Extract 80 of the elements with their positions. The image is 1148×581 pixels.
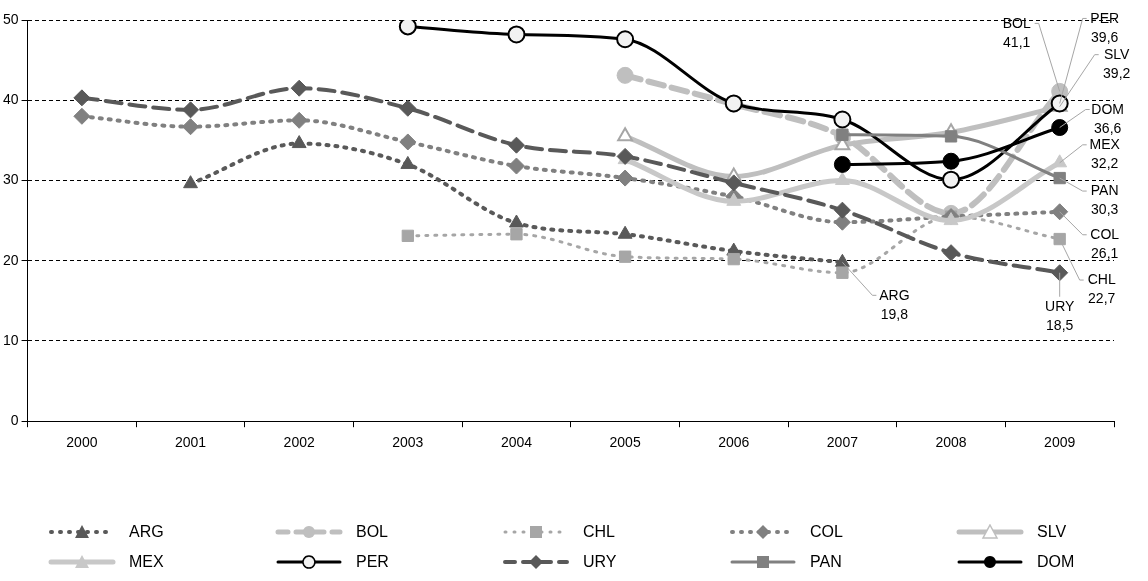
x-tick-label: 2009 xyxy=(1044,434,1076,451)
point xyxy=(73,89,91,107)
annotation: PAN 30,3 xyxy=(1090,182,1119,218)
point xyxy=(834,253,850,267)
point xyxy=(182,118,200,136)
annotation: ARG 19,8 xyxy=(879,286,910,322)
point xyxy=(727,252,740,266)
annotation: MEX 32,2 xyxy=(1089,136,1121,172)
annotation: DOM 36,6 xyxy=(1091,100,1125,136)
y-tick-label: 20 xyxy=(2,251,19,268)
x-tick-label: 2002 xyxy=(283,434,315,451)
legend-label: URY xyxy=(583,553,617,571)
point xyxy=(616,30,635,49)
point xyxy=(507,136,525,154)
point xyxy=(725,174,743,192)
x-tick-label: 2008 xyxy=(935,434,967,451)
annotation: SLV 39,2 xyxy=(1103,46,1131,82)
x-tick-label: 2001 xyxy=(174,434,207,451)
point xyxy=(401,229,414,242)
point xyxy=(616,147,634,165)
point xyxy=(400,155,416,169)
point xyxy=(399,133,417,151)
y-tick-label: 0 xyxy=(10,412,19,429)
point xyxy=(1053,171,1066,185)
legend-label: MEX xyxy=(129,553,164,571)
point xyxy=(617,127,634,142)
point xyxy=(942,170,961,189)
point xyxy=(509,214,524,228)
point xyxy=(1052,154,1068,168)
legend-label: DOM xyxy=(1037,553,1075,571)
point xyxy=(616,66,634,84)
point xyxy=(290,111,308,129)
x-tick-label: 2007 xyxy=(826,434,859,451)
x-tick-label: 2000 xyxy=(66,434,98,451)
point xyxy=(833,110,852,129)
x-tick-label: 2005 xyxy=(609,434,641,451)
point xyxy=(616,169,634,187)
annotation: URY 18,5 xyxy=(1045,298,1075,334)
point xyxy=(942,152,960,170)
point xyxy=(726,192,742,206)
point xyxy=(399,99,417,117)
point xyxy=(833,155,851,173)
point xyxy=(182,101,200,119)
point xyxy=(1051,119,1069,137)
legend-label: ARG xyxy=(129,523,164,541)
x-tick-label: 2004 xyxy=(500,434,533,451)
point xyxy=(617,225,633,239)
annotation: BOL 41,1 xyxy=(1002,14,1031,50)
point xyxy=(942,244,960,262)
point xyxy=(183,175,198,189)
point xyxy=(1051,203,1069,221)
point xyxy=(1053,232,1066,246)
point xyxy=(1051,264,1069,282)
legend-label: CHL xyxy=(583,523,616,541)
y-tick-label: 40 xyxy=(2,91,19,108)
y-tick-label: 50 xyxy=(2,10,19,27)
point xyxy=(833,201,851,219)
y-tick-label: 30 xyxy=(2,171,19,188)
legend-label: PER xyxy=(356,553,389,571)
point xyxy=(507,25,526,44)
point xyxy=(618,250,632,263)
point xyxy=(834,171,850,185)
point xyxy=(398,20,417,36)
point xyxy=(836,266,849,279)
annotation: COL 26,1 xyxy=(1090,226,1120,262)
annotation: CHL 22,7 xyxy=(1087,271,1116,307)
point xyxy=(73,107,91,125)
point xyxy=(291,135,307,149)
point xyxy=(507,157,525,175)
legend-label: SLV xyxy=(1037,523,1067,541)
point xyxy=(290,79,308,97)
legend-label: PAN xyxy=(810,553,842,571)
y-tick-label: 10 xyxy=(2,331,19,348)
x-tick-label: 2006 xyxy=(718,434,750,451)
legend-label: BOL xyxy=(356,523,389,541)
point xyxy=(944,130,958,143)
annotation: PER 39,6 xyxy=(1090,9,1120,45)
x-tick-label: 2003 xyxy=(392,434,424,451)
legend-label: COL xyxy=(810,523,843,541)
point xyxy=(510,228,523,241)
